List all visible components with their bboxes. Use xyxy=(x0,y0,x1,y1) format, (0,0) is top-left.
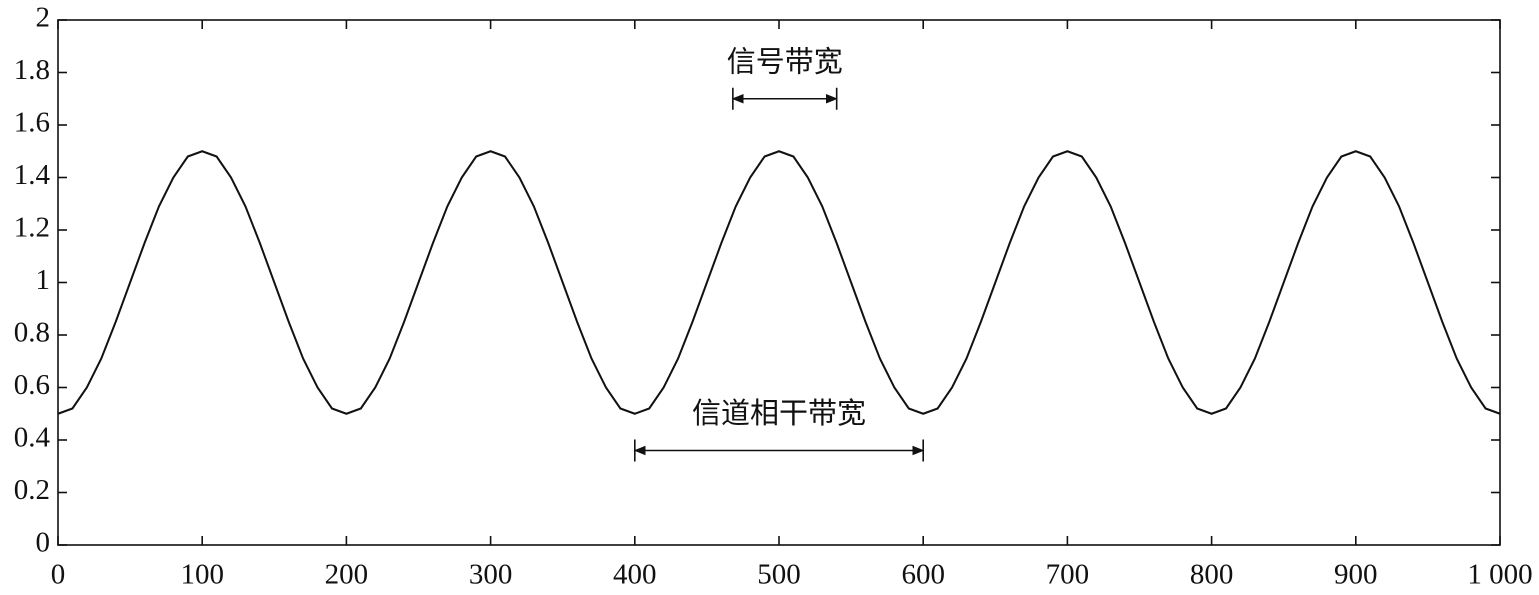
x-tick-label: 1 000 xyxy=(1467,559,1532,591)
y-tick-label: 1 xyxy=(36,264,51,296)
data-line xyxy=(57,150,1501,415)
y-tick-label: 1.6 xyxy=(14,107,50,139)
annotation-label: 信号带宽 xyxy=(727,45,843,78)
x-tick-label: 500 xyxy=(757,559,801,591)
x-tick-label: 300 xyxy=(469,559,513,591)
x-tick-label: 200 xyxy=(325,559,369,591)
x-tick-label: 900 xyxy=(1334,559,1378,591)
x-tick-label: 400 xyxy=(613,559,657,591)
y-tick-label: 0.2 xyxy=(14,474,50,506)
y-tick-label: 0.8 xyxy=(14,317,50,349)
y-tick-label: 2 xyxy=(36,2,51,34)
annotation-label: 信道相干带宽 xyxy=(692,397,866,430)
x-tick-label: 100 xyxy=(180,559,224,591)
y-tick-label: 1.8 xyxy=(14,54,50,86)
x-tick-label: 700 xyxy=(1046,559,1090,591)
x-tick-label: 600 xyxy=(901,559,945,591)
y-tick-label: 0.4 xyxy=(14,422,51,454)
y-tick-label: 1.2 xyxy=(14,212,50,244)
x-tick-label: 0 xyxy=(51,559,66,591)
x-tick-label: 800 xyxy=(1190,559,1234,591)
y-tick-label: 0 xyxy=(36,527,51,559)
y-tick-label: 0.6 xyxy=(14,369,50,401)
y-tick-label: 1.4 xyxy=(14,159,51,191)
